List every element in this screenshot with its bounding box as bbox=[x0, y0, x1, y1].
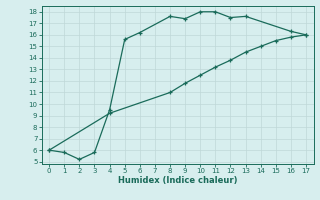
X-axis label: Humidex (Indice chaleur): Humidex (Indice chaleur) bbox=[118, 176, 237, 185]
